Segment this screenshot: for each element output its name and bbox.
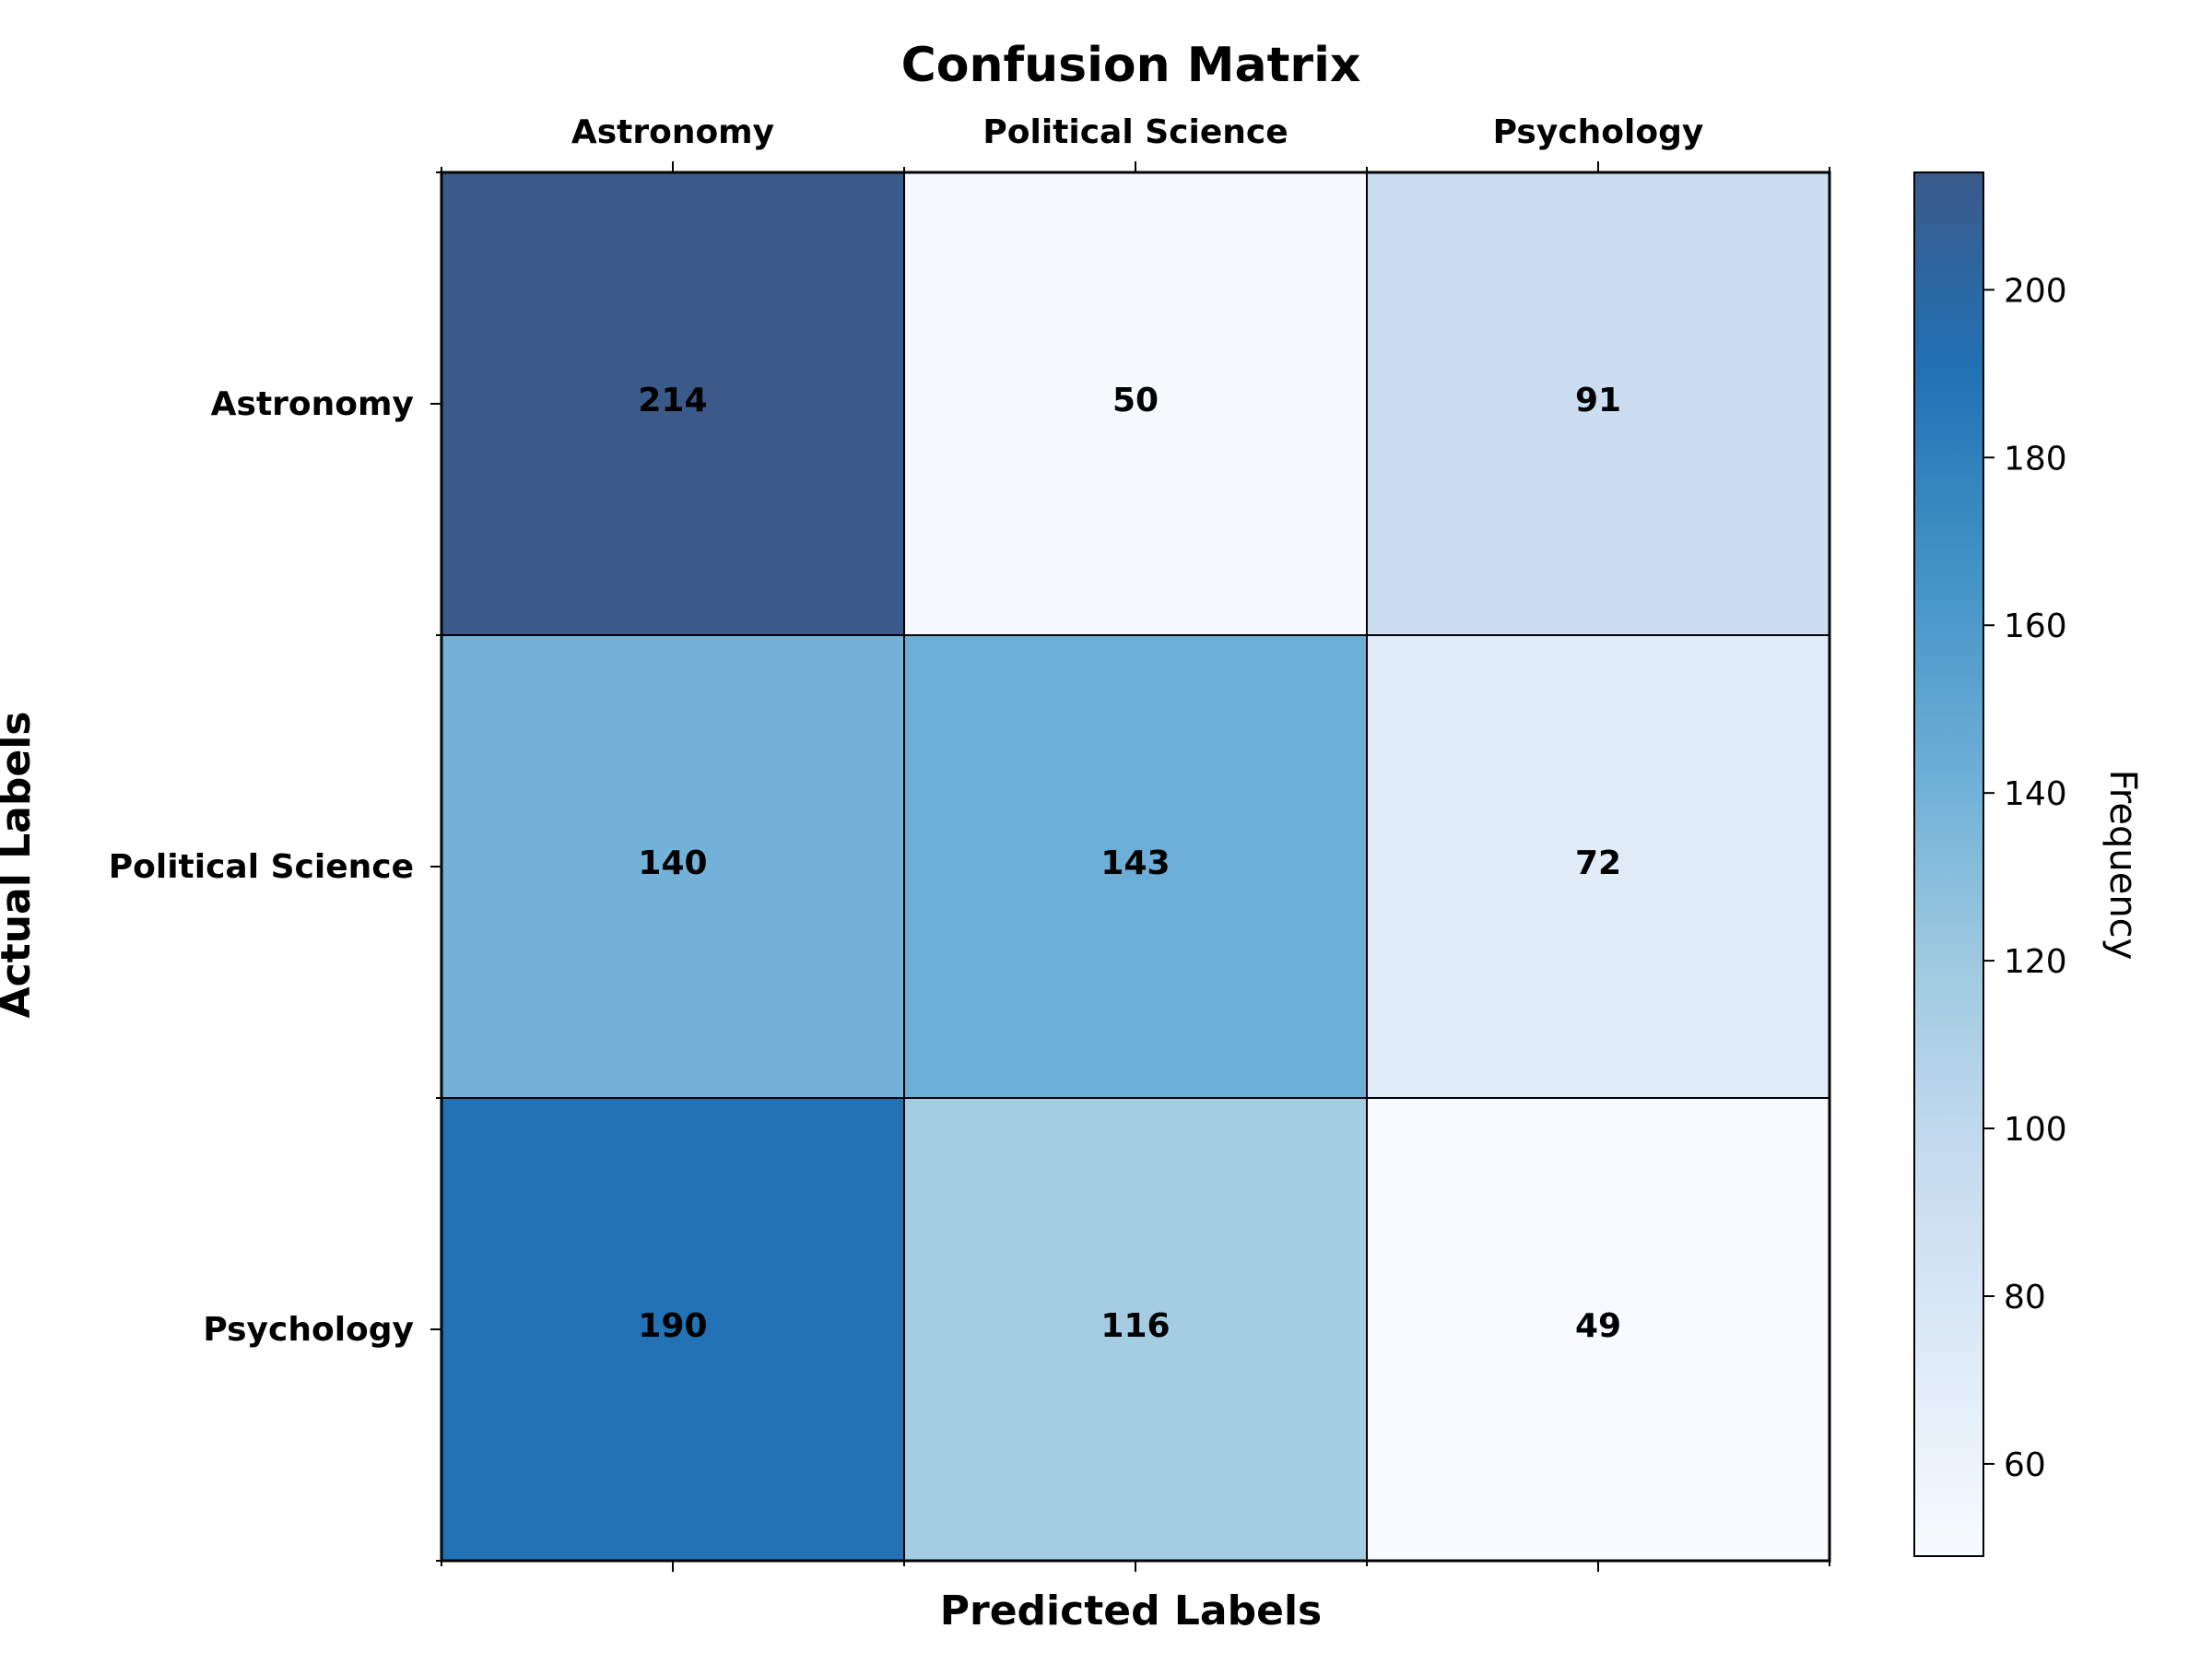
colorbar-tick-label: 80: [2004, 1279, 2046, 1316]
cell-value-label: 143: [1100, 844, 1170, 882]
y-tick-label: Astronomy: [211, 385, 414, 423]
heatmap-cell: [441, 1097, 905, 1562]
x-tick-label: Psychology: [1493, 113, 1704, 151]
heatmap-cell: [441, 171, 905, 636]
cell-value-label: 72: [1575, 844, 1621, 882]
y-axis-title: Actual Labels: [0, 712, 40, 1019]
colorbar-tick-label: 200: [2004, 272, 2067, 310]
cell-value-label: 190: [638, 1307, 707, 1345]
heatmap-cells: 214 50 91 140 143 72 190 116 49: [440, 171, 1831, 1563]
x-tick-label: Political Science: [982, 113, 1288, 151]
colorbar-tick-label: 160: [2004, 608, 2067, 645]
colorbar-gradient: [1913, 171, 1984, 1557]
x-tick-label: Astronomy: [571, 113, 774, 151]
heatmap-cell: [441, 634, 905, 1099]
colorbar-title: Frequency: [2101, 770, 2144, 961]
y-tick-label: Psychology: [203, 1311, 414, 1349]
cell-value-label: 214: [638, 382, 707, 419]
cell-value-label: 91: [1575, 382, 1621, 419]
colorbar-tick-label: 100: [2004, 1111, 2067, 1149]
heatmap-cell: [903, 634, 1368, 1099]
axis-ticks: Astronomy Political Science Psychology Astr…: [109, 113, 1830, 1572]
cell-value-label: 50: [1112, 382, 1159, 419]
cell-value-label: 140: [638, 844, 707, 882]
cell-value-label: 49: [1575, 1307, 1621, 1345]
heatmap-cell: [903, 171, 1368, 636]
x-axis-title: Predicted Labels: [940, 1587, 1322, 1634]
colorbar-tick-label: 180: [2004, 440, 2067, 478]
colorbar: Frequency 60 80 100 120 140 160 180 200: [1913, 171, 2144, 1557]
heatmap-cell: [1366, 634, 1830, 1099]
colorbar-tick-label: 120: [2004, 943, 2067, 981]
chart-title: Confusion Matrix: [901, 38, 1361, 93]
colorbar-tick-label: 60: [2004, 1446, 2046, 1484]
colorbar-tick-label: 140: [2004, 775, 2067, 813]
cell-value-label: 116: [1100, 1307, 1170, 1345]
heatmap-cell: [903, 1097, 1368, 1562]
y-tick-label: Political Science: [109, 848, 414, 886]
